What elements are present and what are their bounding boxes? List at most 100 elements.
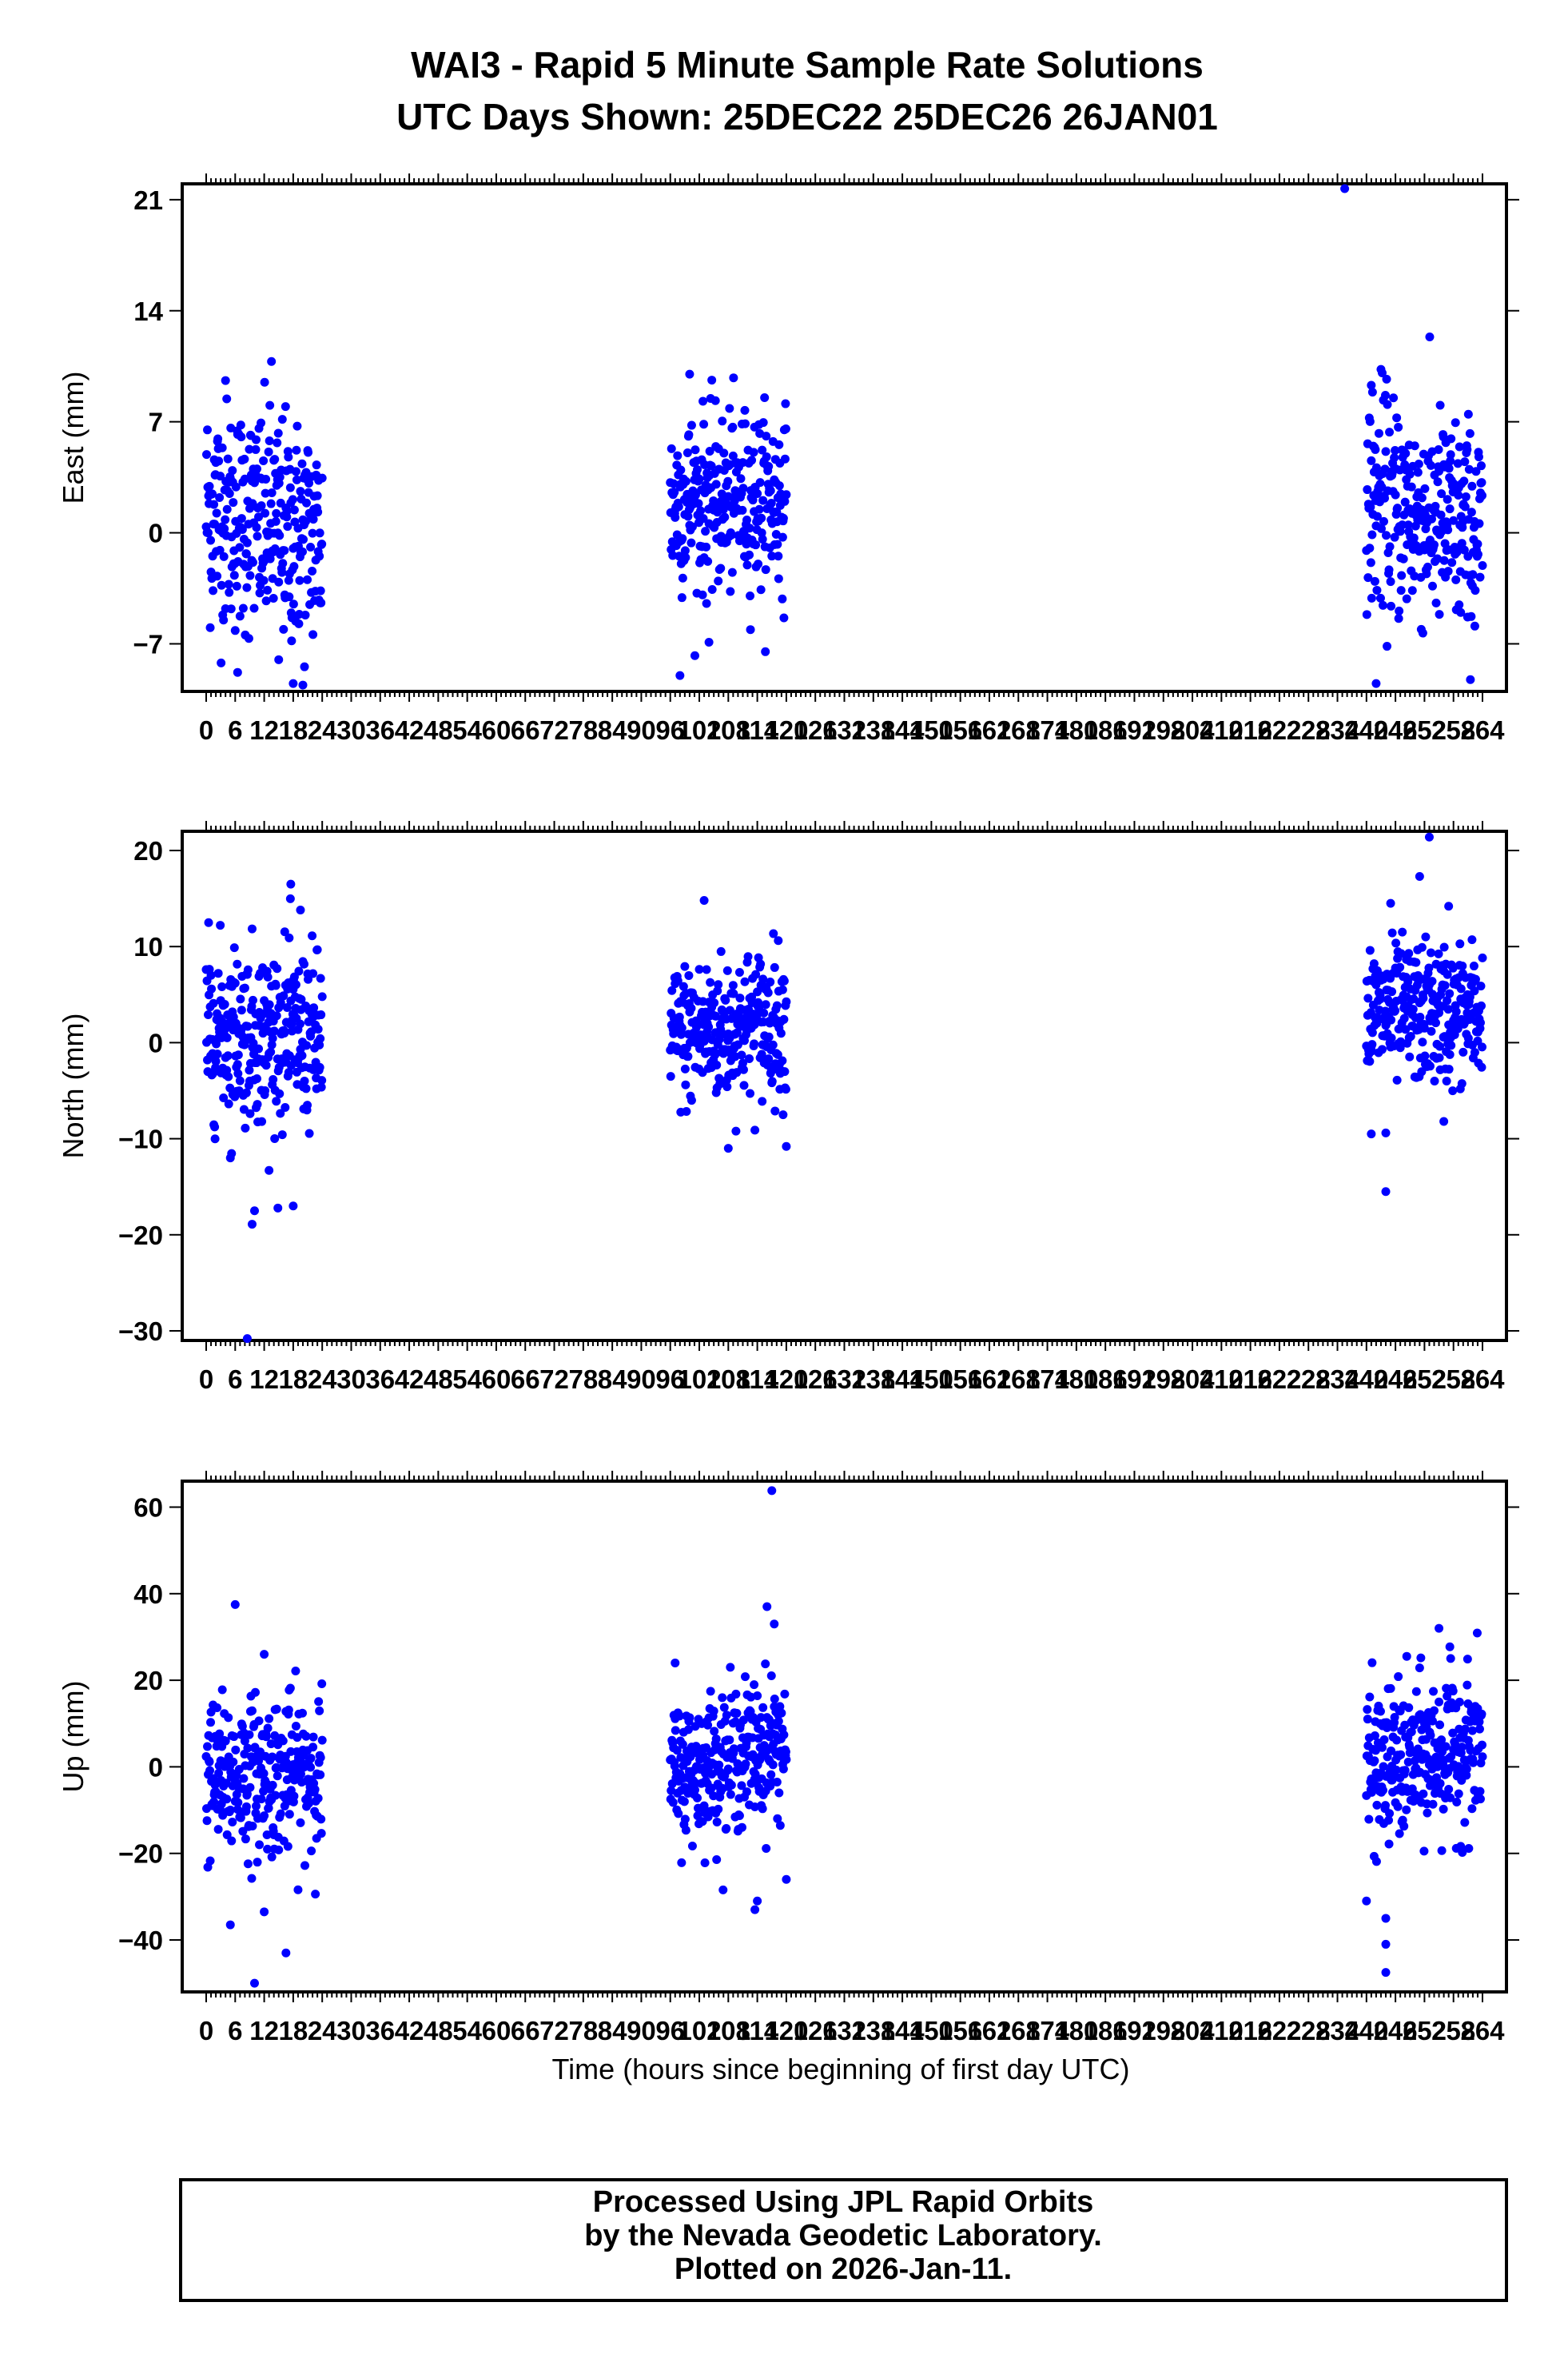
data-point	[304, 1798, 314, 1808]
x-tick-label: 54	[452, 1364, 482, 1394]
data-point	[1420, 510, 1430, 520]
data-point	[1425, 1061, 1435, 1071]
data-point	[756, 959, 766, 969]
y-tick-label: −30	[118, 1316, 163, 1346]
data-point	[768, 1760, 778, 1770]
data-point	[1459, 476, 1469, 486]
data-point	[702, 965, 711, 974]
data-point	[757, 513, 766, 523]
data-point-outlier	[1386, 898, 1395, 908]
data-point	[750, 1680, 759, 1690]
data-point	[712, 1817, 722, 1826]
data-point	[1454, 490, 1463, 500]
data-point	[1446, 1654, 1455, 1663]
data-point	[1444, 1065, 1454, 1074]
data-point	[722, 1824, 731, 1834]
data-point-outlier	[242, 1334, 252, 1344]
data-point	[1430, 540, 1439, 550]
data-point	[1435, 400, 1445, 410]
y-tick-label: 14	[133, 297, 163, 326]
data-point	[1441, 1742, 1451, 1751]
data-point	[1407, 1727, 1416, 1737]
data-point	[780, 454, 790, 464]
data-point	[294, 966, 304, 976]
x-tick-label: 12	[249, 715, 279, 745]
data-point	[247, 1706, 257, 1715]
data-point	[300, 662, 309, 671]
data-point	[699, 420, 709, 429]
data-point	[779, 1730, 789, 1739]
x-tick-label: 150	[909, 1364, 953, 1394]
data-point	[284, 576, 293, 585]
data-point	[1400, 497, 1410, 507]
data-point-outlier	[1376, 364, 1386, 374]
data-point	[225, 588, 234, 597]
data-point	[1457, 1743, 1467, 1752]
data-point	[764, 1054, 774, 1064]
data-point	[687, 1841, 697, 1850]
data-point	[683, 512, 693, 521]
data-point	[272, 1704, 281, 1714]
x-tick-label: 210	[1200, 1364, 1244, 1394]
data-point	[306, 1763, 316, 1772]
y-axis-label: Up (mm)	[57, 1681, 90, 1793]
data-point	[240, 454, 249, 464]
data-point	[303, 575, 312, 584]
data-point	[770, 1695, 779, 1704]
x-tick-label: 240	[1344, 2016, 1388, 2045]
data-point	[1363, 994, 1373, 1003]
data-point	[312, 945, 322, 954]
data-point	[1387, 1746, 1396, 1755]
data-point	[245, 1109, 255, 1118]
data-point	[1407, 586, 1417, 595]
data-point	[1381, 391, 1391, 400]
data-point	[1394, 1672, 1403, 1682]
data-point-outlier	[225, 1920, 235, 1930]
data-point	[1405, 1052, 1415, 1061]
data-point	[1451, 575, 1461, 584]
data-point	[1460, 502, 1470, 512]
x-tick-label: 228	[1287, 715, 1331, 745]
data-point	[1451, 1007, 1461, 1017]
data-point	[277, 568, 287, 577]
data-point	[249, 1038, 258, 1048]
data-point	[1387, 928, 1397, 938]
x-tick-label: 180	[1054, 2016, 1098, 2045]
y-tick-label: 0	[149, 1752, 163, 1782]
data-point	[231, 1745, 241, 1755]
data-point	[1382, 531, 1391, 540]
data-point	[288, 495, 297, 504]
data-point	[284, 452, 293, 462]
data-point	[1392, 1735, 1402, 1745]
data-point	[764, 1032, 774, 1042]
data-point	[1476, 1001, 1486, 1010]
data-point	[774, 481, 784, 491]
x-tick-label: 162	[967, 2016, 1011, 2045]
data-point	[317, 1679, 327, 1688]
x-axis-label: Time (hours since beginning of first day…	[552, 2053, 1130, 2085]
data-point	[224, 1072, 233, 1081]
data-point	[693, 1793, 702, 1802]
data-point	[316, 1770, 325, 1779]
x-tick-label: 168	[997, 1364, 1041, 1394]
data-point	[1434, 949, 1443, 958]
data-point	[279, 991, 289, 1001]
plot-frame	[181, 830, 1508, 1342]
data-point	[1440, 981, 1450, 990]
data-point	[781, 1085, 790, 1094]
data-point	[268, 1752, 277, 1762]
x-tick-label: 144	[881, 1364, 925, 1394]
data-point	[1365, 416, 1375, 426]
data-point	[1424, 963, 1434, 973]
data-point	[257, 1794, 266, 1804]
data-point	[1435, 610, 1444, 619]
x-tick-label: 120	[764, 715, 808, 745]
data-point-outlier	[1381, 1968, 1391, 1978]
data-point	[229, 943, 239, 953]
x-tick-label: 228	[1287, 1364, 1331, 1394]
data-point	[259, 1786, 269, 1796]
data-point	[1468, 1758, 1478, 1767]
data-point	[698, 514, 708, 524]
data-point	[754, 560, 763, 569]
x-tick-label: 144	[881, 715, 925, 745]
